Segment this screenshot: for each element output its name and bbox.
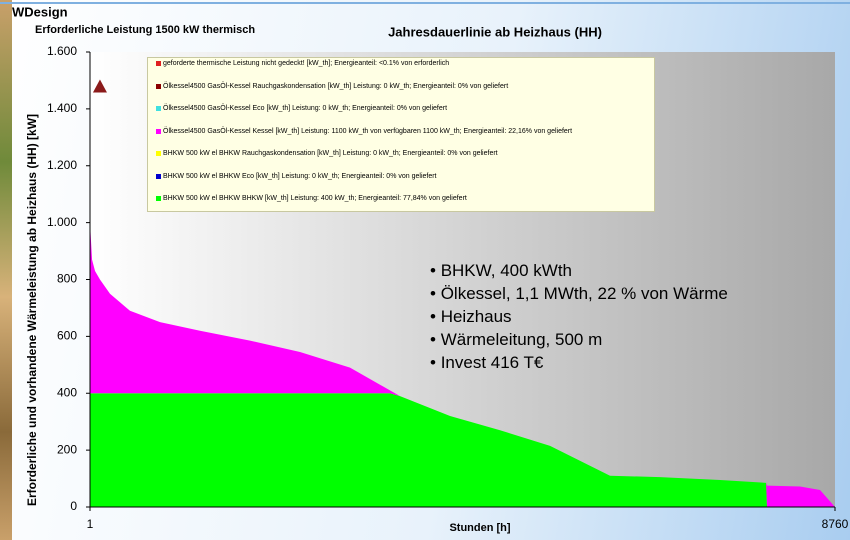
legend-label: Ölkessel4500 GasÖl-Kessel Kessel [kW_th]…	[163, 128, 572, 136]
chart-title: Jahresdauerlinie ab Heizhaus (HH)	[388, 24, 602, 39]
legend-swatch	[156, 106, 161, 111]
y-tick-label: 800	[57, 272, 77, 286]
y-tick-label: 1.600	[47, 44, 77, 58]
page: WDesign Erforderliche Leistung 1500 kW t…	[0, 0, 850, 540]
y-tick-label: 600	[57, 329, 77, 343]
legend-item: Ölkessel4500 GasÖl-Kessel Rauchgaskonden…	[156, 83, 646, 106]
legend: geforderte thermische Leistung nicht ged…	[147, 57, 655, 212]
x-tick-label: 1	[87, 517, 94, 531]
annotation: • Invest 416 T€	[430, 353, 544, 372]
annotation: • Heizhaus	[430, 307, 512, 326]
legend-swatch	[156, 84, 161, 89]
y-tick-label: 0	[70, 499, 77, 513]
annotation-text: BHKW, 400 kWth	[441, 261, 572, 280]
legend-label: Ölkessel4500 GasÖl-Kessel Eco [kW_th] Le…	[163, 105, 447, 113]
legend-swatch	[156, 61, 161, 66]
legend-swatch	[156, 174, 161, 179]
y-tick-label: 400	[57, 385, 77, 399]
annotation-text: Invest 416 T€	[441, 353, 544, 372]
legend-label: BHKW 500 kW el BHKW Eco [kW_th] Leistung…	[163, 173, 437, 181]
bullet: •	[430, 261, 441, 280]
annotation: • Wärmeleitung, 500 m	[430, 330, 602, 349]
bullet: •	[430, 307, 441, 326]
annotation-text: Heizhaus	[441, 307, 512, 326]
bullet: •	[430, 353, 441, 372]
y-tick-label: 200	[57, 442, 77, 456]
bullet: •	[430, 284, 441, 303]
y-tick-label: 1.000	[47, 215, 77, 229]
annotation: • BHKW, 400 kWth	[430, 261, 572, 280]
legend-swatch	[156, 196, 161, 201]
legend-label: BHKW 500 kW el BHKW BHKW [kW_th] Leistun…	[163, 195, 467, 203]
bullet: •	[430, 330, 441, 349]
legend-swatch	[156, 151, 161, 156]
y-axis-title: Erforderliche und vorhandene Wärmeleistu…	[25, 114, 39, 506]
legend-item: BHKW 500 kW el BHKW Eco [kW_th] Leistung…	[156, 173, 646, 196]
annotation-text: Ölkessel, 1,1 MWth, 22 % von Wärme	[441, 284, 728, 303]
legend-item: BHKW 500 kW el BHKW BHKW [kW_th] Leistun…	[156, 195, 646, 218]
chart-subtitle: Erforderliche Leistung 1500 kW thermisch	[35, 24, 255, 36]
legend-label: Ölkessel4500 GasÖl-Kessel Rauchgaskonden…	[163, 83, 508, 91]
legend-item: BHKW 500 kW el BHKW Rauchgaskondensation…	[156, 150, 646, 173]
legend-item: Ölkessel4500 GasÖl-Kessel Eco [kW_th] Le…	[156, 105, 646, 128]
y-tick-label: 1.200	[47, 158, 77, 172]
x-axis-title: Stunden [h]	[449, 522, 510, 534]
brand: WDesign	[12, 4, 68, 19]
legend-item: geforderte thermische Leistung nicht ged…	[156, 60, 646, 83]
annotation-text: Wärmeleitung, 500 m	[441, 330, 603, 349]
x-tick-label: 8760	[822, 517, 849, 531]
legend-item: Ölkessel4500 GasÖl-Kessel Kessel [kW_th]…	[156, 128, 646, 151]
y-tick-label: 1.400	[47, 101, 77, 115]
legend-swatch	[156, 129, 161, 134]
legend-label: BHKW 500 kW el BHKW Rauchgaskondensation…	[163, 150, 498, 158]
legend-label: geforderte thermische Leistung nicht ged…	[163, 60, 449, 68]
annotation: • Ölkessel, 1,1 MWth, 22 % von Wärme	[430, 284, 728, 303]
